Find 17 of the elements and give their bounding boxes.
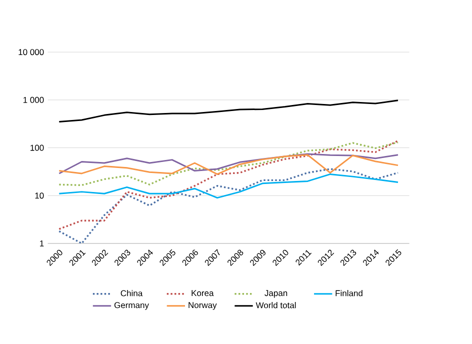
line-series [58,141,399,186]
line-series [58,168,399,244]
legend-label: Japan [264,290,288,298]
y-tick-label: 1 [40,240,44,246]
line-series [58,140,399,230]
legend-label: World total [256,302,296,308]
legend-label: China [120,290,143,296]
y-tick-label: 1 000 [23,96,44,103]
legend-label: Finland [336,290,362,296]
y-tick-label: 100 [30,144,44,151]
legend-label: Korea [192,290,214,296]
y-tick-label: 10 000 [18,48,44,55]
legend-label: Germany [114,302,149,310]
y-tick-label: 10 [35,192,44,198]
line-series [58,99,399,122]
line-series [58,173,399,198]
legend-label: Norway [188,302,217,310]
